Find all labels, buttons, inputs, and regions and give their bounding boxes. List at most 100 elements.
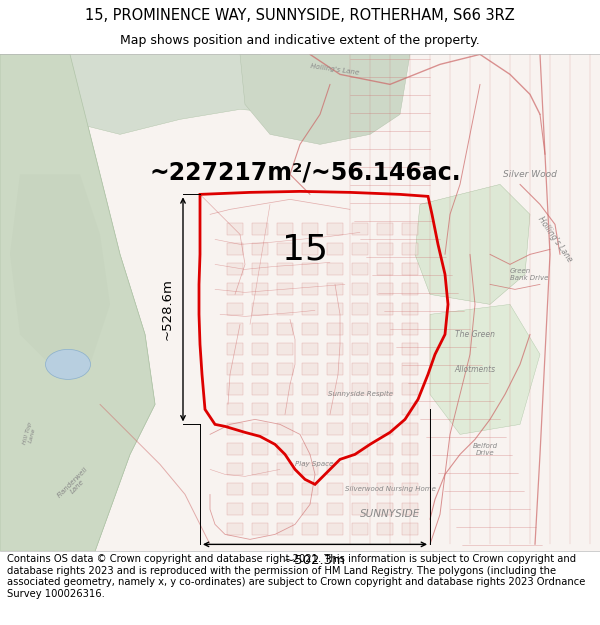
Bar [302, 503, 318, 516]
Bar [402, 223, 418, 236]
Bar [302, 343, 318, 356]
Bar [352, 383, 368, 396]
Polygon shape [240, 54, 410, 144]
Bar [302, 523, 318, 536]
Bar [402, 403, 418, 416]
Bar [277, 323, 293, 336]
Bar [327, 423, 343, 436]
Bar [302, 463, 318, 476]
Bar [302, 223, 318, 236]
Bar [302, 323, 318, 336]
Bar [302, 303, 318, 316]
Bar [352, 223, 368, 236]
Bar [352, 523, 368, 536]
Bar [327, 463, 343, 476]
Bar [302, 363, 318, 376]
Bar [377, 283, 393, 296]
Bar [377, 383, 393, 396]
Bar [327, 483, 343, 496]
Bar [377, 343, 393, 356]
Bar [352, 483, 368, 496]
Bar [377, 323, 393, 336]
Bar [352, 503, 368, 516]
Bar [227, 483, 243, 496]
Bar [227, 363, 243, 376]
Bar [402, 263, 418, 276]
Bar [377, 303, 393, 316]
Text: Flanderwell
Lane: Flanderwell Lane [56, 466, 94, 503]
Text: The Green: The Green [455, 330, 495, 339]
Bar [252, 223, 268, 236]
Bar [227, 263, 243, 276]
Bar [302, 283, 318, 296]
Text: ~528.6m: ~528.6m [161, 279, 173, 340]
Bar [327, 263, 343, 276]
Bar [252, 363, 268, 376]
Bar [402, 463, 418, 476]
Bar [352, 463, 368, 476]
Bar [352, 323, 368, 336]
Bar [227, 243, 243, 256]
Bar [277, 303, 293, 316]
Bar [402, 323, 418, 336]
Text: 15, PROMINENCE WAY, SUNNYSIDE, ROTHERHAM, S66 3RZ: 15, PROMINENCE WAY, SUNNYSIDE, ROTHERHAM… [85, 8, 515, 22]
Polygon shape [0, 54, 155, 551]
Bar [252, 283, 268, 296]
Bar [377, 483, 393, 496]
Bar [402, 443, 418, 456]
Bar [352, 443, 368, 456]
Bar [227, 423, 243, 436]
Bar [252, 343, 268, 356]
Bar [277, 403, 293, 416]
Bar [302, 443, 318, 456]
Text: Silverwood Nursing Home: Silverwood Nursing Home [344, 486, 436, 492]
Bar [377, 263, 393, 276]
Bar [277, 283, 293, 296]
Polygon shape [430, 304, 540, 434]
Text: Green
Bank Drive: Green Bank Drive [510, 268, 548, 281]
Bar [402, 243, 418, 256]
Bar [377, 503, 393, 516]
Bar [402, 363, 418, 376]
Text: 15: 15 [282, 232, 328, 266]
Bar [227, 343, 243, 356]
Bar [227, 223, 243, 236]
Bar [277, 363, 293, 376]
Text: Silver Wood: Silver Wood [503, 170, 557, 179]
Bar [277, 243, 293, 256]
Bar [302, 243, 318, 256]
Polygon shape [0, 54, 155, 551]
Bar [252, 303, 268, 316]
Bar [377, 403, 393, 416]
Bar [277, 223, 293, 236]
Bar [227, 303, 243, 316]
Bar [227, 443, 243, 456]
Bar [352, 403, 368, 416]
Bar [252, 243, 268, 256]
Bar [252, 323, 268, 336]
Bar [402, 283, 418, 296]
Bar [352, 343, 368, 356]
Bar [352, 283, 368, 296]
Bar [352, 423, 368, 436]
Bar [277, 523, 293, 536]
Bar [302, 263, 318, 276]
Bar [302, 423, 318, 436]
Text: SUNNYSIDE: SUNNYSIDE [360, 509, 420, 519]
Bar [277, 483, 293, 496]
Bar [402, 343, 418, 356]
Bar [252, 423, 268, 436]
Bar [402, 483, 418, 496]
Bar [352, 243, 368, 256]
Text: Sunnyside Respite: Sunnyside Respite [328, 391, 392, 398]
Text: ~227217m²/~56.146ac.: ~227217m²/~56.146ac. [149, 161, 461, 184]
Bar [402, 423, 418, 436]
Text: Map shows position and indicative extent of the property.: Map shows position and indicative extent… [120, 34, 480, 48]
Ellipse shape [46, 349, 91, 379]
Text: Belford
Drive: Belford Drive [472, 443, 497, 456]
Bar [227, 283, 243, 296]
Bar [227, 463, 243, 476]
Bar [352, 263, 368, 276]
Bar [327, 403, 343, 416]
Bar [377, 463, 393, 476]
